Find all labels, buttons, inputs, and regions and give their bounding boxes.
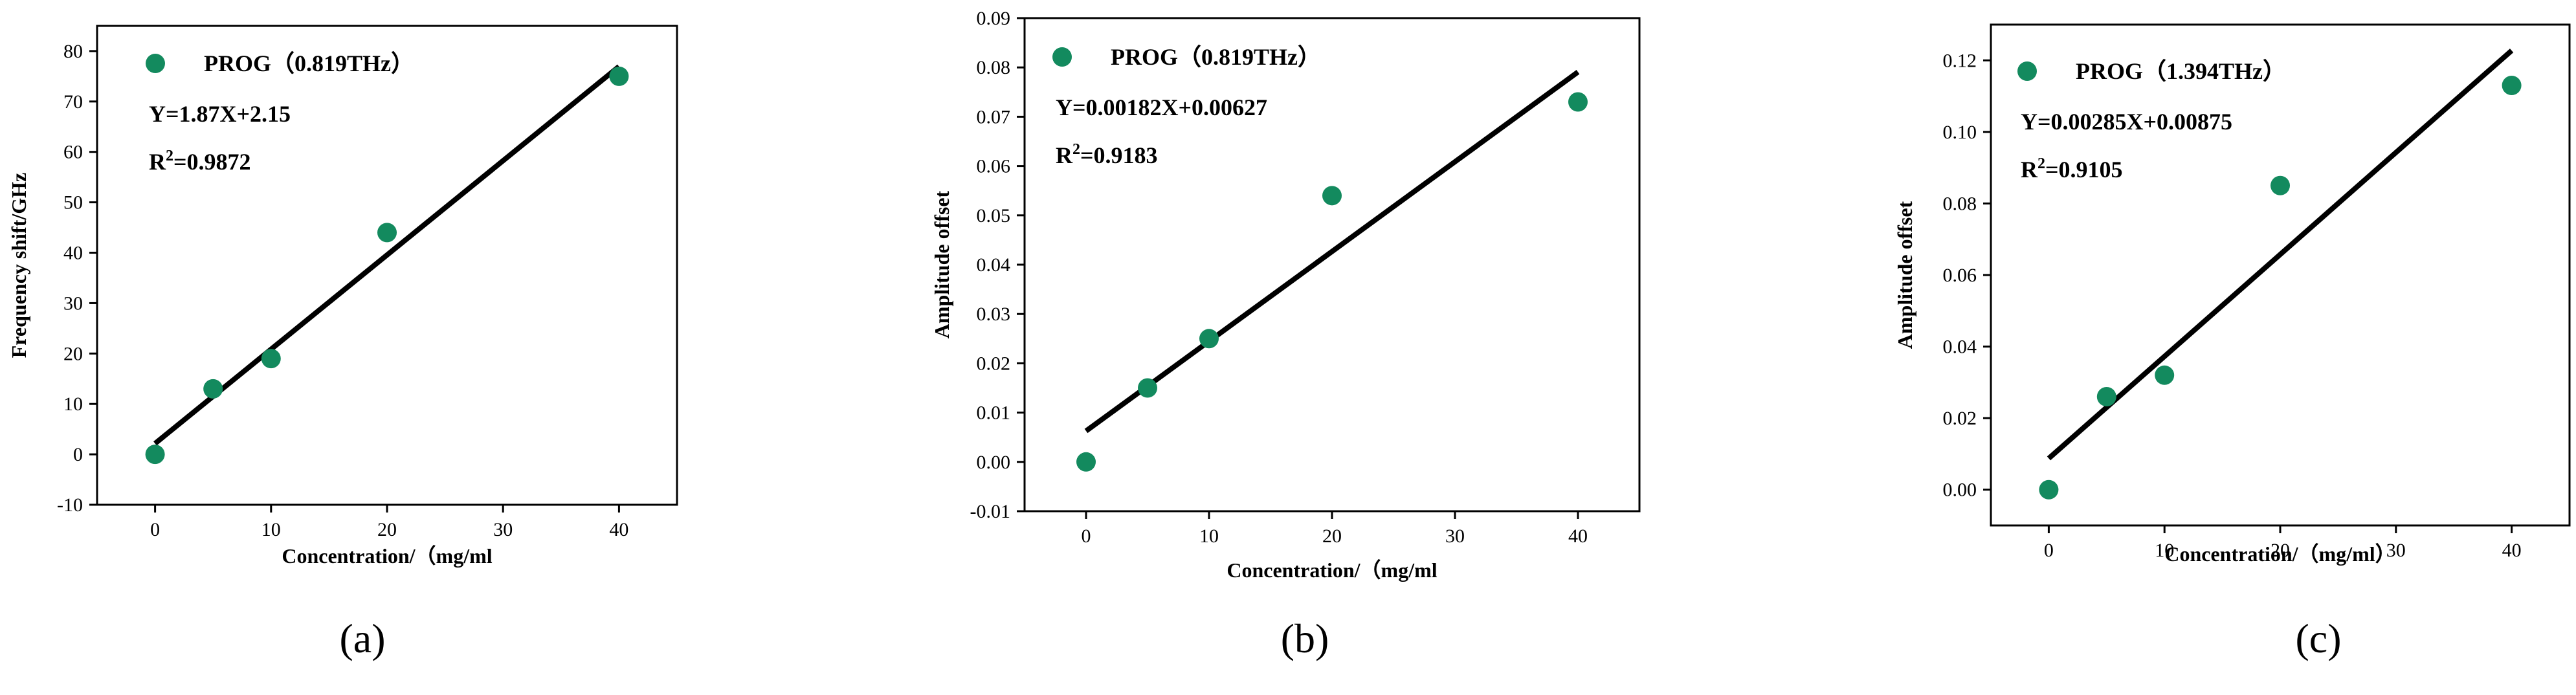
y-tick-label: 0.04 [1943,336,1977,358]
chart-c: 0 10 20 30 40 0.00 0.02 0.04 0.06 0.08 0.10 0.12 PRO… [1893,23,2571,566]
y-tick-label: 0.03 [977,303,1011,325]
x-axis-title: Concentration/（mg/ml [282,544,492,568]
chart-a: 0 10 20 30 40 -10 0 10 20 30 40 50 60 70 80 PROG（0.819T… [7,25,678,568]
legend-marker [2017,61,2037,81]
chart-panel-a: 0 10 20 30 40 -10 0 10 20 30 40 50 60 70 80 PROG（0.819T… [0,0,858,695]
x-tick-label: 10 [261,519,281,540]
y-tick-label: 0.07 [977,106,1011,127]
r-squared: R2=0.9872 [149,148,251,175]
chart-panel-c: 0 10 20 30 40 0.00 0.02 0.04 0.06 0.08 0.10 0.12 PRO… [1716,0,2575,695]
y-tick-label: 0.08 [1943,193,1977,214]
x-tick-label: 30 [1445,525,1465,547]
data-point [377,223,397,243]
y-axis-title: Amplitude offset [1893,201,1916,349]
fit-line [1084,70,1580,434]
legend-label: PROG（1.394THz） [2076,58,2286,84]
data-point [2096,386,2116,406]
y-tick-label: 0.12 [1943,50,1977,71]
x-tick-label: 40 [1568,525,1588,547]
x-tick-label: 20 [2271,540,2290,561]
y-tick-label: 30 [63,292,83,314]
data-point [261,349,281,369]
data-point [2155,365,2175,385]
fit-equation: Y=0.00182X+0.00627 [1056,94,1267,120]
plot-frame [96,25,678,506]
fit-equation: Y=0.00285X+0.00875 [2021,109,2232,135]
y-tick-label: 0.10 [1943,122,1977,143]
x-tick-label: 0 [150,519,160,540]
y-tick-label: 80 [63,41,83,62]
x-tick-label: 0 [1082,525,1091,547]
y-tick-label: 0.09 [977,8,1011,29]
r-squared: R2=0.9105 [2021,155,2123,182]
data-point [1322,186,1342,206]
x-tick-label: 30 [493,519,513,540]
y-tick-label: 0.01 [977,403,1011,424]
x-tick-label: 40 [2502,540,2522,561]
y-tick-label: 0.05 [977,205,1011,226]
panel-label-b: (b) [1280,615,1329,661]
legend-label: PROG（0.819THz） [1111,44,1321,70]
x-tick-label: 40 [609,519,628,540]
x-axis-title: Concentration/（mg/ml [1227,558,1437,582]
x-tick-label: 10 [1199,525,1219,547]
fit-line [153,64,621,446]
x-tick-label: 20 [377,519,397,540]
chart-b: 0 10 20 30 40 -0.01 0.00 0.01 0.02 0.03 0.04 0.05 0.… [930,8,1641,582]
y-tick-label: 0 [73,444,83,465]
data-point [2271,175,2290,195]
y-tick-label: -10 [57,494,83,516]
legend-marker [1052,47,1072,67]
chart-panel-b: 0 10 20 30 40 -0.01 0.00 0.01 0.02 0.03 0.04 0.05 0.… [858,0,1716,695]
y-tick-label: -0.01 [970,501,1011,522]
y-tick-label: 0.08 [977,57,1011,78]
panel-label-c: (c) [2295,615,2342,661]
data-point [145,445,165,465]
y-tick-label: 0.06 [977,156,1011,177]
y-tick-label: 40 [63,243,83,264]
y-tick-label: 0.06 [1943,265,1977,286]
y-tick-label: 0.00 [977,452,1011,473]
data-point [1199,329,1219,349]
data-point [2039,480,2059,500]
y-axis-title: Frequency shift/GHz [7,173,30,359]
data-point [1568,92,1588,112]
x-tick-label: 10 [2155,540,2174,561]
fit-equation: Y=1.87X+2.15 [149,101,291,127]
fit-line [2047,49,2514,461]
y-tick-label: 0.02 [977,353,1011,374]
panel-label-a: (a) [339,615,386,661]
y-tick-label: 60 [63,142,83,163]
legend-marker [146,54,165,73]
data-point [609,66,629,86]
data-point [203,379,223,399]
data-point [2502,75,2522,95]
x-tick-label: 20 [1322,525,1342,547]
data-point [1138,378,1157,398]
y-axis-title: Amplitude offset [930,190,953,338]
y-tick-label: 10 [63,393,83,415]
y-tick-label: 0.00 [1943,480,1977,501]
x-axis-title: Concentration/（mg/ml） [2164,542,2395,566]
y-tick-label: 70 [63,91,83,113]
x-tick-label: 30 [2386,540,2406,561]
y-tick-label: 20 [63,343,83,364]
y-tick-label: 0.04 [977,254,1011,276]
y-tick-label: 50 [63,192,83,214]
data-point [1076,452,1096,472]
y-tick-label: 0.02 [1943,408,1977,429]
r-squared: R2=0.9183 [1056,141,1158,168]
legend-label: PROG（0.819THz） [204,50,414,76]
plot-frame [1990,23,2571,527]
x-tick-label: 0 [2044,540,2054,561]
